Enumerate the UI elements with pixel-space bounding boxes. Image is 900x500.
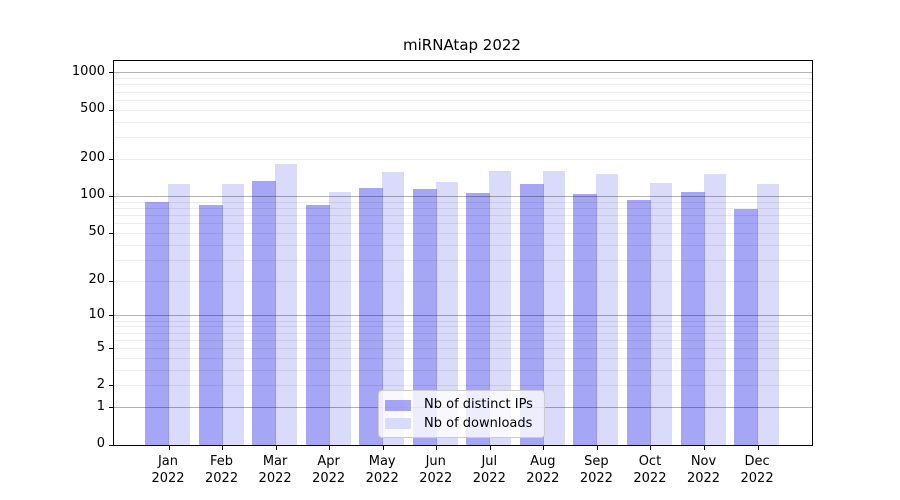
legend-label-distinct-ips: Nb of distinct IPs: [424, 397, 533, 413]
bar-downloads: [275, 164, 297, 445]
y-tick-mark: [109, 385, 114, 386]
legend: Nb of distinct IPs Nb of downloads: [378, 390, 545, 438]
x-tick-mark: [276, 446, 277, 450]
y-tick-mark: [109, 315, 114, 316]
y-tick-label: 1: [0, 399, 105, 415]
y-tick-label: 100: [0, 187, 105, 203]
y-tick-label: 0: [0, 436, 105, 452]
bar-distinct-ips: [573, 194, 597, 445]
bar-downloads: [168, 184, 190, 445]
y-tick-mark: [109, 159, 114, 160]
gridline-minor: [114, 84, 812, 85]
bar-downloads: [543, 171, 565, 445]
x-tick-label: Dec 2022: [725, 453, 789, 487]
y-tick-mark: [109, 233, 114, 234]
y-tick-label: 10: [0, 307, 105, 323]
y-tick-mark: [109, 196, 114, 197]
gridline-minor: [114, 78, 812, 79]
bar-distinct-ips: [627, 200, 651, 445]
x-tick-mark: [383, 446, 384, 450]
gridline-minor: [114, 110, 812, 111]
x-tick-mark: [597, 446, 598, 450]
y-tick-mark: [109, 348, 114, 349]
bar-distinct-ips: [252, 181, 276, 445]
gridline-minor: [114, 92, 812, 93]
bar-downloads: [704, 174, 726, 445]
bar-downloads: [222, 184, 244, 445]
x-tick-mark: [650, 446, 651, 450]
y-tick-label: 5: [0, 340, 105, 356]
x-tick-mark: [758, 446, 759, 450]
gridline-minor: [114, 137, 812, 138]
y-tick-label: 50: [0, 224, 105, 240]
gridline-minor: [114, 122, 812, 123]
plot-area: [113, 60, 813, 446]
y-tick-label: 2: [0, 377, 105, 393]
x-tick-mark: [490, 446, 491, 450]
gridline-major: [114, 72, 812, 73]
chart-figure: miRNAtap 2022 Nb of distinct IPs Nb of d…: [0, 0, 900, 500]
x-tick-mark: [222, 446, 223, 450]
legend-swatch-downloads: [385, 418, 411, 429]
bar-downloads: [757, 184, 779, 445]
y-tick-label: 500: [0, 101, 105, 117]
gridline-minor: [114, 100, 812, 101]
y-tick-mark: [109, 72, 114, 73]
x-tick-mark: [543, 446, 544, 450]
bar-distinct-ips: [734, 209, 758, 445]
x-tick-mark: [329, 446, 330, 450]
legend-label-downloads: Nb of downloads: [424, 416, 532, 432]
bar-distinct-ips: [145, 202, 169, 446]
y-tick-label: 1000: [0, 64, 105, 80]
bar-distinct-ips: [681, 192, 705, 445]
bar-downloads: [650, 183, 672, 445]
x-tick-mark: [169, 446, 170, 450]
legend-item-downloads: Nb of downloads: [385, 415, 537, 434]
y-tick-label: 200: [0, 150, 105, 166]
y-tick-mark: [109, 281, 114, 282]
gridline-minor: [114, 159, 812, 160]
y-tick-mark: [109, 110, 114, 111]
y-tick-mark: [109, 445, 114, 446]
x-tick-mark: [704, 446, 705, 450]
legend-swatch-distinct-ips: [385, 400, 411, 411]
bar-distinct-ips: [199, 205, 223, 446]
x-tick-mark: [436, 446, 437, 450]
y-tick-mark: [109, 407, 114, 408]
bar-downloads: [596, 174, 618, 445]
bar-downloads: [329, 192, 351, 445]
bar-distinct-ips: [306, 205, 330, 446]
chart-title: miRNAtap 2022: [113, 36, 811, 56]
legend-item-distinct-ips: Nb of distinct IPs: [385, 396, 537, 415]
y-tick-label: 20: [0, 272, 105, 288]
